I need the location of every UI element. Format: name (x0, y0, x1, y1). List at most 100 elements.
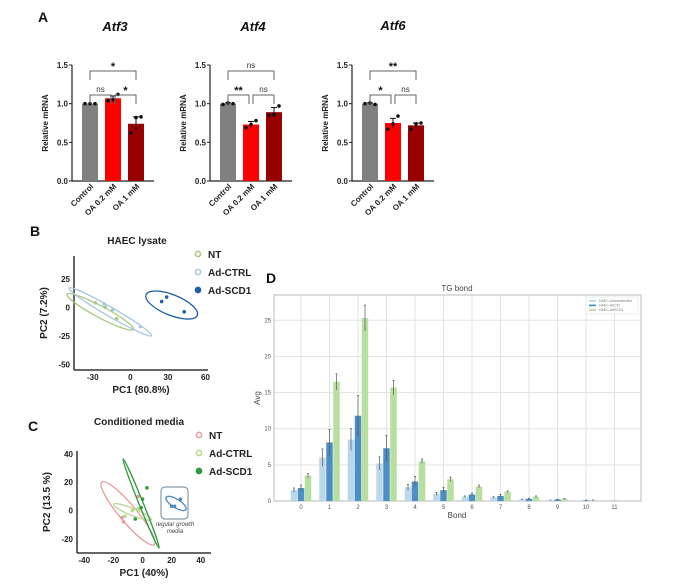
y-tick-label: 10 (264, 427, 271, 433)
data-point (139, 505, 143, 510)
y-tick-label: 0.0 (195, 177, 207, 186)
legend-label: Ad-CTRL (209, 449, 252, 460)
x-tick-label: 60 (201, 373, 210, 382)
tg-bond-bar-chart: TG bond 0 5 10 15 20 25 0 1 2 3 4 5 6 7 8 9 10 11 Bond Avg HA… (253, 284, 642, 520)
confidence-ellipse (165, 495, 187, 512)
legend-label: Ad-SCD1 (209, 467, 253, 478)
data-point (138, 324, 143, 329)
x-tick-label: 40 (196, 556, 205, 565)
bar-haec-adscd1 (589, 500, 597, 501)
bar-haec-adscd1 (561, 498, 568, 501)
panel-letter-d: D (266, 270, 276, 286)
bar-haec-adctrl (582, 500, 590, 501)
y-axis-label: PC2 (7.2%) (39, 287, 50, 339)
bar-haec-untransfected (518, 499, 526, 501)
bar-oa-1-mm (128, 123, 144, 181)
confidence-ellipse (122, 458, 160, 549)
haec-lysate-pca-plot: HAEC lysate -30 0 30 60 -50 -25 0 25 PC1 (80.8%) P… (39, 236, 252, 396)
x-tick-label: -40 (79, 556, 91, 565)
x-tick-label: 11 (611, 505, 618, 511)
y-tick-label: -20 (61, 535, 73, 544)
data-point (145, 486, 149, 490)
x-axis-label: PC1 (40%) (120, 568, 169, 579)
legend-marker (194, 268, 202, 276)
confidence-ellipse (112, 502, 152, 521)
legend-label: NT (209, 431, 222, 442)
bar-haec-untransfected (290, 490, 298, 501)
data-point (396, 114, 400, 118)
bar-haec-adctrl (440, 490, 447, 501)
data-point (409, 127, 413, 131)
y-axis-label: Avg (253, 391, 262, 405)
y-tick-label: 0 (66, 303, 71, 312)
bar-oa-0-2-mm (385, 123, 401, 181)
data-point (164, 295, 169, 299)
data-point (140, 497, 145, 501)
y-axis-label: Relative mRNA (179, 94, 188, 152)
significance-label: ns (401, 85, 409, 94)
x-axis-label: PC1 (80.8%) (112, 385, 169, 396)
data-point (363, 101, 367, 106)
data-point (419, 121, 423, 125)
data-point (123, 514, 127, 518)
y-tick-label: -25 (58, 332, 70, 341)
data-point (102, 302, 106, 306)
x-tick-label: 5 (442, 505, 446, 511)
data-point (133, 517, 138, 521)
bar-haec-adscd1 (390, 387, 397, 501)
data-point (134, 115, 138, 120)
bar-haec-adctrl (554, 499, 561, 501)
data-point (272, 112, 276, 117)
y-tick-label: 0 (268, 499, 272, 505)
data-point (106, 98, 110, 103)
legend-label: Ad-SCD1 (208, 286, 252, 297)
bar-haec-adscd1 (504, 491, 511, 501)
bar-haec-untransfected (376, 463, 383, 501)
legend-label: HAEC-Untransfected (599, 299, 632, 303)
bar-haec-adscd1 (447, 479, 454, 501)
x-tick-label: 2 (356, 505, 360, 511)
x-tick-label: 0 (299, 505, 303, 511)
data-point (414, 121, 418, 126)
x-tick-label: 0 (128, 373, 133, 382)
bar-control (82, 103, 98, 181)
significance-bracket (227, 94, 250, 104)
x-tick-label: -30 (87, 373, 99, 382)
conditioned-media-pca-plot: Conditioned media -40 -20 0 20 40 -20 0 20 40 PC1 … (42, 417, 253, 579)
y-tick-label: 5 (268, 463, 272, 469)
bar-haec-untransfected (461, 496, 469, 501)
bar-haec-adscd1 (418, 461, 426, 501)
significance-bracket (394, 94, 417, 104)
significance-label: ns (247, 61, 255, 70)
x-tick-label: 10 (583, 505, 590, 511)
x-tick-label: 9 (556, 505, 560, 511)
data-point (277, 104, 281, 108)
legend-marker (195, 467, 203, 475)
significance-bracket (227, 70, 275, 80)
bar-haec-untransfected (347, 439, 355, 501)
significance-label: ** (389, 61, 398, 73)
x-tick-label: 30 (163, 373, 172, 382)
data-point (136, 494, 140, 499)
bar-haec-adctrl (383, 448, 390, 501)
data-point (221, 102, 225, 107)
x-tick-label: 6 (470, 505, 474, 511)
chart-title: HAEC lysate (107, 236, 167, 247)
bar-haec-adctrl (297, 487, 305, 501)
panel-letter-b: B (30, 223, 40, 239)
x-tick-label: 7 (499, 505, 503, 511)
bar-oa-0-2-mm (243, 124, 259, 181)
x-tick-label: 3 (385, 505, 389, 511)
data-point (267, 113, 271, 118)
significance-label: * (123, 85, 128, 97)
bar-oa-1-mm (408, 125, 424, 181)
y-tick-label: 0 (69, 507, 74, 516)
confidence-ellipse (68, 287, 153, 337)
x-tick-label: 4 (413, 505, 417, 511)
data-point (111, 98, 115, 102)
y-axis-label: Relative mRNA (321, 94, 330, 152)
panel-letter-c: C (28, 418, 38, 434)
